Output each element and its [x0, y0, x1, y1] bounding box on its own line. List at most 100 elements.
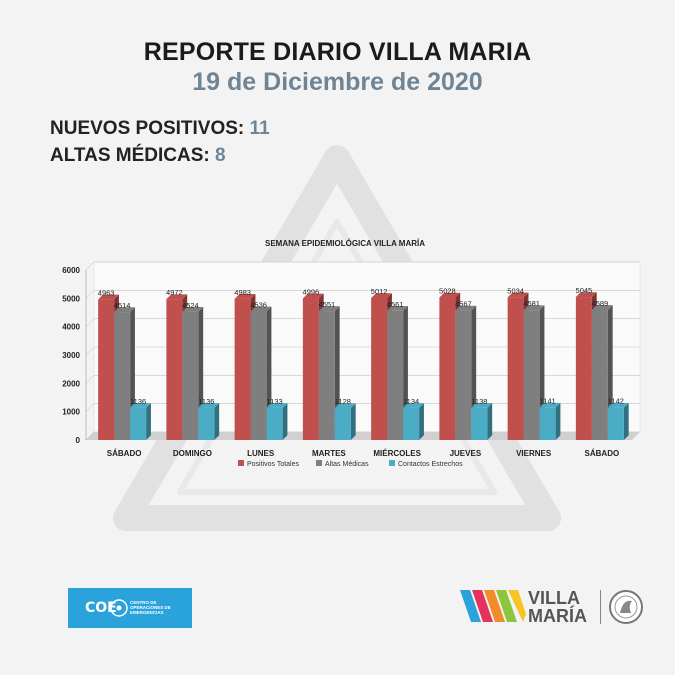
- bar-top: [403, 403, 424, 408]
- bar-side: [350, 403, 356, 440]
- legend-label: Contactos Estrechos: [398, 461, 463, 468]
- x-category-label: SÁBADO: [107, 449, 142, 458]
- data-label: 5012: [371, 287, 388, 296]
- legend-swatch: [316, 460, 322, 466]
- data-label: 5034: [507, 286, 524, 295]
- report-date: 19 de Diciembre de 2020: [192, 68, 483, 96]
- bar: [387, 310, 404, 440]
- bar-side: [623, 402, 629, 440]
- bar: [575, 297, 592, 440]
- bar: [591, 309, 608, 440]
- bar-top: [471, 402, 493, 408]
- bar: [403, 407, 420, 440]
- medical-discharges: ALTAS MÉDICAS: 8: [50, 145, 226, 167]
- villa-maria-line1: VILLA: [528, 588, 580, 608]
- bar-top: [182, 307, 204, 312]
- bar-side: [214, 403, 220, 440]
- x-category-label: DOMINGO: [173, 449, 212, 458]
- legend-swatch: [238, 460, 244, 466]
- y-tick-label: 3000: [62, 351, 80, 360]
- bar-top: [371, 293, 392, 298]
- bar: [539, 407, 556, 440]
- bar: [455, 310, 472, 440]
- medical-discharges-label: ALTAS MÉDICAS:: [50, 145, 210, 166]
- coe-emblem-icon: [110, 599, 128, 617]
- bar-top: [198, 403, 220, 408]
- bar: [114, 312, 131, 440]
- bar-top: [387, 305, 408, 311]
- data-label: 4551: [319, 300, 336, 309]
- y-tick-label: 6000: [62, 266, 80, 275]
- bar: [471, 407, 488, 440]
- data-label: 4581: [523, 299, 540, 308]
- data-label: 4589: [592, 299, 609, 308]
- x-category-label: MARTES: [312, 449, 346, 458]
- bar-top: [266, 403, 288, 408]
- data-label: 4524: [182, 301, 199, 310]
- bar-top: [318, 306, 340, 312]
- chart-gridline-depth: [85, 290, 95, 299]
- bar: [266, 407, 283, 440]
- villa-maria-wordmark: VILLA MARÍA: [528, 589, 587, 625]
- chart-gridline-depth: [85, 318, 95, 327]
- bar-top: [507, 292, 529, 298]
- data-label: 5028: [439, 287, 456, 296]
- x-category-label: SÁBADO: [585, 449, 620, 458]
- chart-gridline-depth: [85, 375, 95, 384]
- chart-title: SEMANA EPIDEMIOLÓGICA VILLA MARÍA: [265, 239, 425, 248]
- coe-logo-text: COE: [85, 600, 117, 616]
- x-category-label: MIÉRCOLES: [373, 449, 421, 458]
- bar: [607, 407, 624, 440]
- data-label: 4561: [387, 300, 404, 309]
- bar-top: [591, 305, 613, 310]
- bar: [318, 311, 335, 440]
- x-category-label: VIERNES: [516, 449, 552, 458]
- data-label: 4983: [234, 288, 251, 297]
- coe-logo-subtitle: CENTRO DE OPERACIONES DE EMERGENCIAS: [130, 600, 171, 615]
- data-label: 1136: [198, 397, 214, 406]
- bar: [439, 297, 456, 440]
- data-label: 1136: [130, 397, 146, 406]
- bar: [98, 299, 115, 440]
- bar-side: [282, 403, 288, 440]
- y-tick-label: 5000: [62, 294, 80, 303]
- bar-side: [419, 403, 424, 440]
- legend-swatch: [389, 460, 395, 466]
- bar-side: [146, 403, 151, 440]
- y-tick-label: 4000: [62, 323, 80, 332]
- bar-top: [334, 403, 356, 409]
- new-positives-value: 11: [249, 118, 270, 139]
- bar-top: [302, 293, 324, 299]
- chart-gridline-depth: [85, 261, 95, 271]
- bar-top: [455, 305, 477, 311]
- chart-floor: [86, 432, 640, 440]
- bar-side: [555, 402, 561, 440]
- data-label: 4972: [166, 288, 183, 297]
- bar: [371, 297, 388, 440]
- bar: [250, 311, 267, 440]
- legend-label: Altas Médicas: [325, 461, 369, 468]
- villa-maria-stripes-logo: [460, 590, 526, 622]
- report-title: REPORTE DIARIO VILLA MARIA: [143, 38, 532, 66]
- data-label: 5045: [576, 286, 593, 295]
- bar: [334, 408, 351, 440]
- bar-top: [130, 403, 151, 408]
- bar-top: [234, 294, 256, 299]
- city-seal-icon: [609, 590, 643, 624]
- coe-logo: COE CENTRO DE OPERACIONES DE EMERGENCIAS: [68, 588, 192, 628]
- bar: [166, 299, 183, 440]
- medical-discharges-value: 8: [215, 145, 226, 166]
- y-tick-label: 1000: [62, 408, 80, 417]
- bar: [182, 311, 199, 440]
- x-category-label: JUEVES: [450, 449, 482, 458]
- data-label: 4536: [250, 300, 267, 309]
- bar-top: [523, 305, 545, 311]
- legend-label: Positivos Totales: [247, 461, 300, 468]
- logo-divider: [600, 590, 601, 624]
- bar-side: [487, 402, 493, 440]
- bar: [523, 310, 540, 440]
- data-label: 1134: [403, 397, 419, 406]
- new-positives: NUEVOS POSITIVOS: 11: [50, 118, 270, 140]
- bar-top: [166, 294, 188, 300]
- chart-gridline-depth: [85, 346, 95, 356]
